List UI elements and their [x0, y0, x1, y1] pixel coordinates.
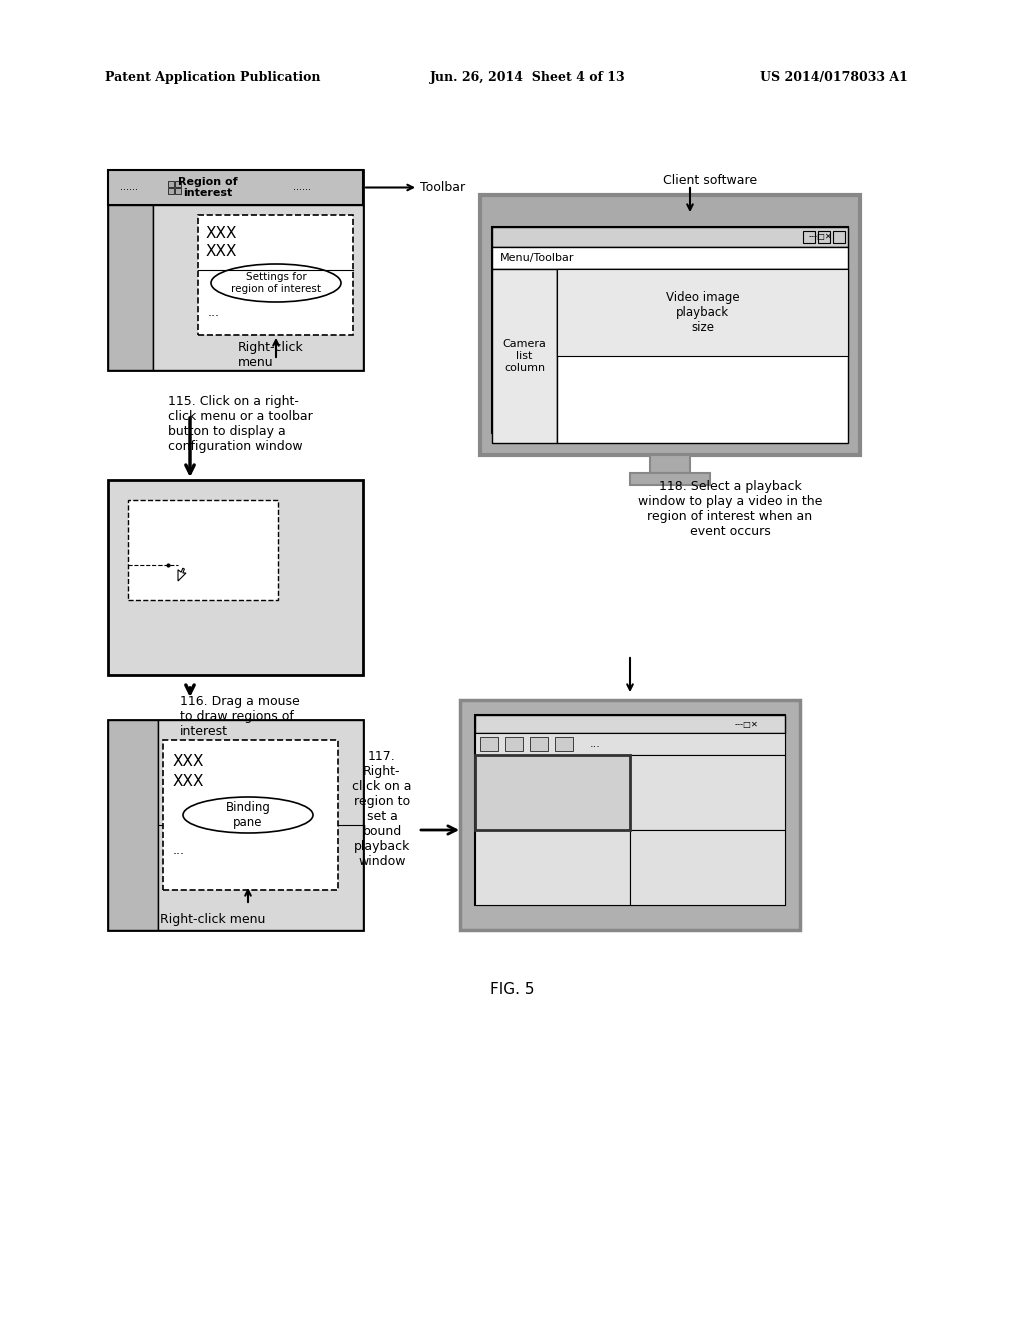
Bar [480, 737, 498, 751]
Bar [158, 719, 362, 931]
Bar [492, 247, 848, 269]
Bar [460, 700, 800, 931]
Text: Patent Application Publication: Patent Application Publication [105, 71, 321, 84]
Bar [505, 737, 523, 751]
Text: Settings for
region of interest: Settings for region of interest [231, 272, 321, 294]
Bar [128, 500, 278, 601]
Bar [530, 737, 548, 751]
Bar [557, 269, 848, 356]
Text: ---□✕: ---□✕ [735, 719, 759, 729]
Text: 115. Click on a right-
click menu or a toolbar
button to display a
configuration: 115. Click on a right- click menu or a t… [168, 395, 312, 453]
Text: Client software: Client software [663, 173, 757, 186]
Text: Toolbar: Toolbar [420, 181, 465, 194]
Bar [163, 741, 338, 890]
Text: Region of
interest: Region of interest [178, 177, 238, 198]
Bar [480, 195, 860, 455]
Ellipse shape [211, 264, 341, 302]
Bar [475, 755, 630, 830]
Bar [630, 473, 710, 484]
Bar [492, 227, 848, 247]
Text: ---□✕: ---□✕ [809, 232, 833, 242]
Ellipse shape [183, 797, 313, 833]
Bar [630, 830, 785, 906]
Text: Video image
playback
size: Video image playback size [666, 290, 739, 334]
Bar [475, 715, 785, 733]
Text: Jun. 26, 2014  Sheet 4 of 13: Jun. 26, 2014 Sheet 4 of 13 [430, 71, 626, 84]
Bar [108, 719, 158, 931]
Bar [630, 755, 785, 830]
Bar [803, 231, 815, 243]
Text: FIG. 5: FIG. 5 [489, 982, 535, 998]
Bar [168, 181, 174, 186]
Text: 116. Drag a mouse
to draw regions of
interest: 116. Drag a mouse to draw regions of int… [180, 696, 300, 738]
Text: US 2014/0178033 A1: US 2014/0178033 A1 [760, 71, 908, 84]
Bar [475, 830, 630, 906]
Bar [153, 205, 362, 370]
Bar [168, 187, 174, 194]
Polygon shape [178, 568, 186, 581]
Text: 117.
Right-
click on a
region to
set a
bound
playback
window: 117. Right- click on a region to set a b… [352, 750, 412, 869]
Text: ...: ... [590, 739, 601, 748]
Text: ...: ... [208, 305, 220, 318]
Bar [492, 227, 848, 433]
Bar [108, 205, 153, 370]
Text: Camera
list
column: Camera list column [503, 339, 547, 372]
Text: ......: ...... [293, 182, 311, 193]
Text: XXX: XXX [173, 755, 205, 770]
Bar [198, 215, 353, 335]
Bar [818, 231, 830, 243]
Bar [175, 181, 181, 186]
Bar [175, 187, 181, 194]
Bar [108, 719, 362, 931]
Text: ......: ...... [120, 182, 138, 193]
Bar [492, 269, 557, 444]
Bar [833, 231, 845, 243]
Bar [475, 715, 785, 906]
Text: XXX: XXX [173, 775, 205, 789]
Bar [555, 737, 573, 751]
Bar [650, 455, 690, 473]
Text: Menu/Toolbar: Menu/Toolbar [500, 253, 574, 263]
Text: XXX: XXX [206, 243, 238, 259]
Bar [108, 170, 362, 370]
Bar [475, 733, 785, 755]
Text: ...: ... [173, 843, 185, 857]
Text: Binding
pane: Binding pane [225, 801, 270, 829]
Text: Right-click menu: Right-click menu [161, 913, 265, 927]
Bar [475, 755, 630, 830]
Text: 118. Select a playback
window to play a video in the
region of interest when an
: 118. Select a playback window to play a … [638, 480, 822, 539]
Bar [557, 269, 848, 444]
Bar [108, 480, 362, 675]
Bar [108, 170, 362, 205]
Text: XXX: XXX [206, 226, 238, 240]
Text: Right-click
menu: Right-click menu [238, 341, 304, 370]
